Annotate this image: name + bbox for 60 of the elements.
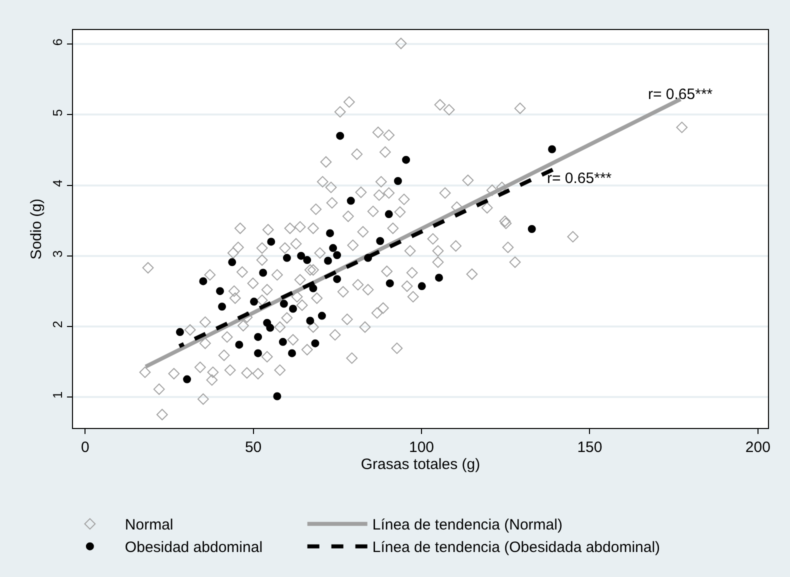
point [318,312,326,320]
point [528,225,536,233]
point [254,349,262,358]
point [259,268,268,277]
point [280,300,288,308]
point [435,274,443,282]
point [333,251,342,260]
legend-label: Línea de tendencia (Obesidada abdominal) [372,539,660,556]
x-tick-label: 0 [80,439,90,456]
point [384,210,393,218]
point [250,298,258,306]
x-tick-label: 50 [244,439,262,456]
legend-label: Línea de tendencia (Normal) [372,516,562,534]
point [386,279,394,288]
x-tick-label: 150 [577,439,602,456]
x-tick-label: 100 [408,439,434,456]
legend-label: Obesidad abdominal [124,539,263,556]
point [183,375,192,384]
point [176,328,184,336]
point [548,145,556,154]
point [309,284,318,292]
point [289,304,297,313]
point [376,237,384,245]
point [333,275,342,284]
point [267,238,276,246]
y-tick-label: 3 [50,250,65,258]
point [336,132,344,140]
legend-label: Normal [124,516,174,534]
y-tick-label: 5 [50,109,65,116]
x-axis-title: Grasas totales (g) [360,456,480,473]
x-tick-label: 200 [745,439,770,456]
point [297,252,306,260]
point [306,316,314,325]
point [311,339,320,348]
point [216,287,224,296]
point [235,340,244,349]
point [329,244,338,252]
point [288,349,296,358]
point [303,256,312,264]
annotation: r= 0.65*** [648,86,713,103]
point [228,258,236,266]
point [394,177,402,186]
point [266,324,274,332]
point [278,338,287,346]
annotation: r= 0.65*** [547,170,612,187]
point [273,392,282,400]
point [218,302,226,311]
y-axis-title: Sodio (g) [28,198,46,260]
point [199,277,208,286]
point [346,196,355,205]
y-tick-label: 4 [50,180,65,187]
y-tick-label: 1 [50,391,65,399]
y-tick-label: 6 [50,38,65,46]
point [418,282,426,290]
point [326,229,334,238]
point [402,156,410,164]
point [282,254,291,262]
y-tick-label: 2 [50,320,65,328]
point [324,256,332,265]
point [254,332,262,341]
